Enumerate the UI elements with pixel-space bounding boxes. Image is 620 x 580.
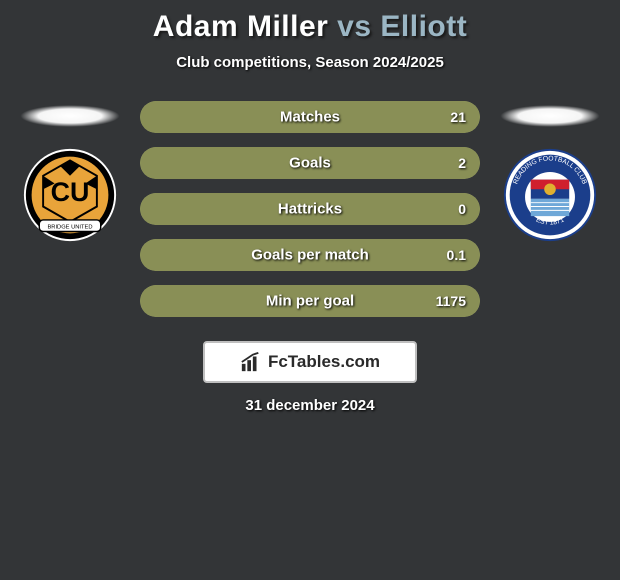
stat-bar: Goals per match 0.1 xyxy=(140,239,480,271)
infographic-root: Adam Miller vs Elliott Club competitions… xyxy=(0,0,620,414)
bar-value-right: 21 xyxy=(450,109,466,125)
bar-value-right: 1175 xyxy=(436,293,466,309)
crest-left-initials: CU xyxy=(51,177,90,207)
bar-label: Goals per match xyxy=(251,247,369,264)
brand-text: FcTables.com xyxy=(268,352,380,372)
crest-left-ribbon-text: BRIDGE UNITED xyxy=(47,225,92,231)
bar-chart-icon xyxy=(240,351,262,373)
title-vs: vs xyxy=(337,10,371,43)
title-player1: Adam Miller xyxy=(153,10,329,43)
club-crest-left: CU BRIDGE UNITED xyxy=(22,147,118,243)
stat-bar: Goals 2 xyxy=(140,147,480,179)
player2-silhouette-shadow xyxy=(500,105,600,127)
bar-label: Min per goal xyxy=(266,293,354,310)
page-title: Adam Miller vs Elliott xyxy=(0,10,620,44)
bar-value-right: 0 xyxy=(458,201,466,217)
stat-bar: Matches 21 xyxy=(140,101,480,133)
bar-label: Goals xyxy=(289,155,331,172)
bar-value-right: 0.1 xyxy=(447,247,466,263)
club-crest-right: READING FOOTBALL CLUB EST 1871 xyxy=(502,147,598,243)
brand-badge: FcTables.com xyxy=(203,341,417,383)
stat-bar: Hattricks 0 xyxy=(140,193,480,225)
main-row: CU BRIDGE UNITED Matches 21 Goals 2 Hattrick… xyxy=(0,101,620,317)
date-line: 31 december 2024 xyxy=(0,397,620,414)
bar-label: Hattricks xyxy=(278,201,342,218)
left-side: CU BRIDGE UNITED xyxy=(10,101,130,243)
title-player2: Elliott xyxy=(380,10,467,43)
comparison-bars: Matches 21 Goals 2 Hattricks 0 Goals per match… xyxy=(140,101,480,317)
bar-label: Matches xyxy=(280,109,340,126)
bar-value-right: 2 xyxy=(458,155,466,171)
player1-silhouette-shadow xyxy=(20,105,120,127)
stat-bar: Min per goal 1175 xyxy=(140,285,480,317)
subtitle: Club competitions, Season 2024/2025 xyxy=(0,54,620,71)
right-side: READING FOOTBALL CLUB EST 1871 xyxy=(490,101,610,243)
